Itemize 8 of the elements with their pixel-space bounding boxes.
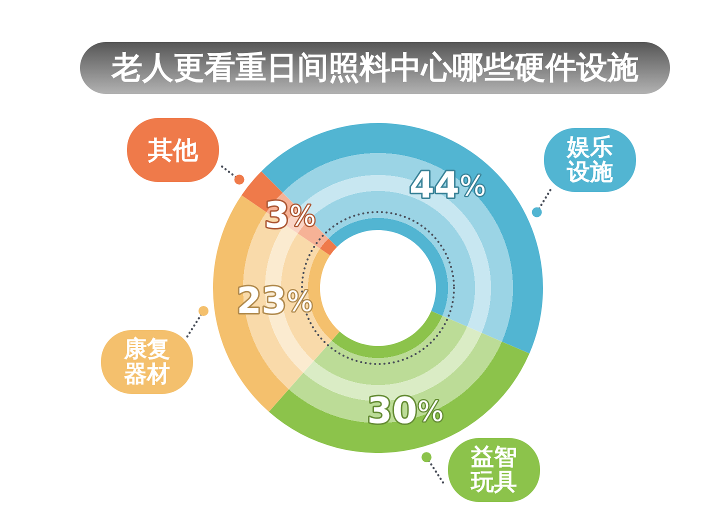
- data-label: 44%: [409, 164, 486, 206]
- slice-label: 康复器材: [123, 336, 170, 388]
- data-label: 3%: [264, 194, 316, 236]
- legend-label: 益智玩具: [470, 444, 517, 496]
- slice-label: 其他: [147, 136, 199, 164]
- slice-label: 娱乐设施: [566, 134, 613, 186]
- chart-title: 老人更看重日间照料中心哪些硬件设施: [110, 50, 638, 86]
- donut-slice: [213, 195, 340, 412]
